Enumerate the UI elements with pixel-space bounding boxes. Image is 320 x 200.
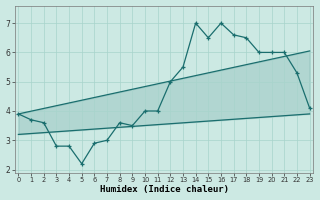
- X-axis label: Humidex (Indice chaleur): Humidex (Indice chaleur): [100, 185, 228, 194]
